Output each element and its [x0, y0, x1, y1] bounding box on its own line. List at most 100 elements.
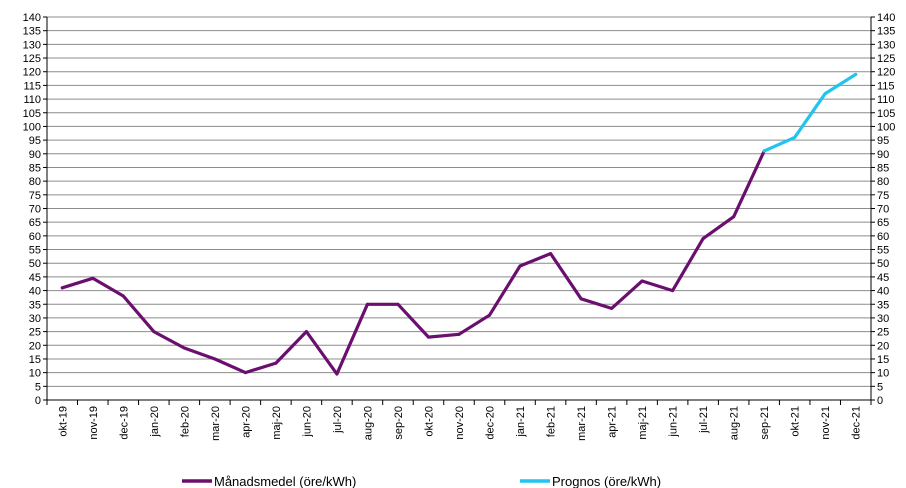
y-tick-label-right: 135	[877, 26, 895, 38]
x-tick-label: okt-19	[57, 406, 69, 437]
data-point	[213, 357, 217, 361]
y-tick-label-right: 0	[877, 395, 883, 407]
y-tick-label-left: 140	[23, 12, 41, 24]
series-lines	[60, 72, 858, 376]
data-point	[457, 332, 461, 336]
y-tick-label-right: 115	[877, 80, 895, 92]
y-axis-right-ticks: 0510152025303540455055606570758085909510…	[877, 12, 895, 407]
y-tick-label-right: 100	[877, 121, 895, 133]
legend: Månadsmedel (öre/kWh) Prognos (öre/kWh)	[182, 474, 661, 488]
y-tick-label-left: 115	[23, 80, 41, 92]
x-tick-label: jul-21	[698, 406, 710, 434]
x-tick-label: nov-20	[454, 406, 466, 440]
x-tick-label: okt-20	[423, 406, 435, 437]
y-tick-label-right: 80	[877, 176, 889, 188]
y-tick-label-right: 65	[877, 217, 889, 229]
x-tick-label: dec-21	[851, 406, 863, 440]
x-tick-label: maj-20	[271, 406, 283, 440]
data-point	[518, 264, 522, 268]
y-tick-label-right: 75	[877, 190, 889, 202]
y-tick-label-right: 40	[877, 286, 889, 298]
y-tick-label-left: 40	[29, 286, 41, 298]
y-tick-label-right: 30	[877, 313, 889, 325]
x-tick-label: jul-20	[332, 406, 344, 434]
data-point	[671, 289, 675, 293]
x-tick-label: feb-21	[546, 406, 558, 437]
data-point	[182, 346, 186, 350]
x-tick-label: jan-21	[515, 406, 527, 438]
y-tick-label-right: 140	[877, 12, 895, 24]
y-tick-label-left: 45	[29, 272, 41, 284]
y-tick-label-left: 95	[29, 135, 41, 147]
y-axis-left-ticks: 0510152025303540455055606570758085909510…	[23, 12, 41, 407]
y-tick-label-left: 15	[29, 354, 41, 366]
legend-label: Månadsmedel (öre/kWh)	[214, 474, 356, 488]
y-tick-label-left: 105	[23, 108, 41, 120]
y-tick-label-right: 60	[877, 231, 889, 243]
x-tick-label: mar-21	[576, 406, 588, 441]
x-tick-label: nov-19	[88, 406, 100, 440]
series-line-0	[60, 149, 766, 376]
y-tick-label-left: 0	[35, 395, 41, 407]
legend-label: Prognos (öre/kWh)	[552, 474, 661, 488]
y-tick-label-right: 45	[877, 272, 889, 284]
x-tick-label: dec-20	[485, 406, 497, 440]
y-tick-label-left: 25	[29, 327, 41, 339]
x-tick-label: sep-20	[393, 406, 405, 440]
y-tick-label-left: 55	[29, 245, 41, 257]
y-tick-label-right: 15	[877, 354, 889, 366]
data-point	[610, 306, 614, 310]
data-point	[732, 215, 736, 219]
y-tick-label-right: 10	[877, 368, 889, 380]
data-point	[335, 372, 339, 376]
x-tick-label: okt-21	[790, 406, 802, 437]
y-tick-label-right: 90	[877, 149, 889, 161]
y-tick-label-right: 130	[877, 39, 895, 51]
data-point	[762, 149, 766, 153]
y-tick-label-right: 105	[877, 108, 895, 120]
x-tick-label: jun-20	[301, 406, 313, 438]
x-tick-label: jan-20	[149, 406, 161, 438]
data-point	[152, 330, 156, 334]
y-tick-label-left: 130	[23, 39, 41, 51]
y-tick-label-left: 5	[35, 381, 41, 393]
data-point	[365, 302, 369, 306]
y-tick-label-left: 65	[29, 217, 41, 229]
data-point	[396, 302, 400, 306]
y-tick-label-left: 30	[29, 313, 41, 325]
x-tick-label: aug-20	[362, 406, 374, 440]
y-tick-label-right: 50	[877, 258, 889, 270]
series-line-1	[762, 72, 858, 153]
y-tick-label-left: 35	[29, 299, 41, 311]
y-tick-label-left: 10	[29, 368, 41, 380]
y-tick-label-left: 90	[29, 149, 41, 161]
y-tick-label-right: 20	[877, 340, 889, 352]
data-point	[823, 92, 827, 96]
data-point	[426, 335, 430, 339]
data-point	[549, 252, 553, 256]
y-tick-label-left: 70	[29, 204, 41, 216]
x-tick-label: feb-20	[179, 406, 191, 437]
y-tick-label-right: 35	[877, 299, 889, 311]
x-tick-label: sep-21	[759, 406, 771, 440]
y-tick-label-right: 25	[877, 327, 889, 339]
data-point	[243, 371, 247, 375]
data-point	[793, 135, 797, 139]
y-tick-label-left: 135	[23, 26, 41, 38]
data-point	[304, 330, 308, 334]
y-tick-label-left: 60	[29, 231, 41, 243]
x-tick-label: aug-21	[729, 406, 741, 440]
y-tick-label-left: 110	[23, 94, 41, 106]
y-tick-label-left: 80	[29, 176, 41, 188]
y-tick-label-left: 20	[29, 340, 41, 352]
x-tick-label: jun-21	[668, 406, 680, 438]
data-point	[579, 297, 583, 301]
x-tick-label: maj-21	[637, 406, 649, 440]
y-tick-label-left: 120	[23, 67, 41, 79]
x-tick-label: apr-21	[607, 406, 619, 438]
data-point	[701, 237, 705, 241]
y-tick-label-left: 85	[29, 162, 41, 174]
x-tick-label: apr-20	[240, 406, 252, 438]
data-point	[854, 72, 858, 76]
y-tick-label-right: 70	[877, 204, 889, 216]
